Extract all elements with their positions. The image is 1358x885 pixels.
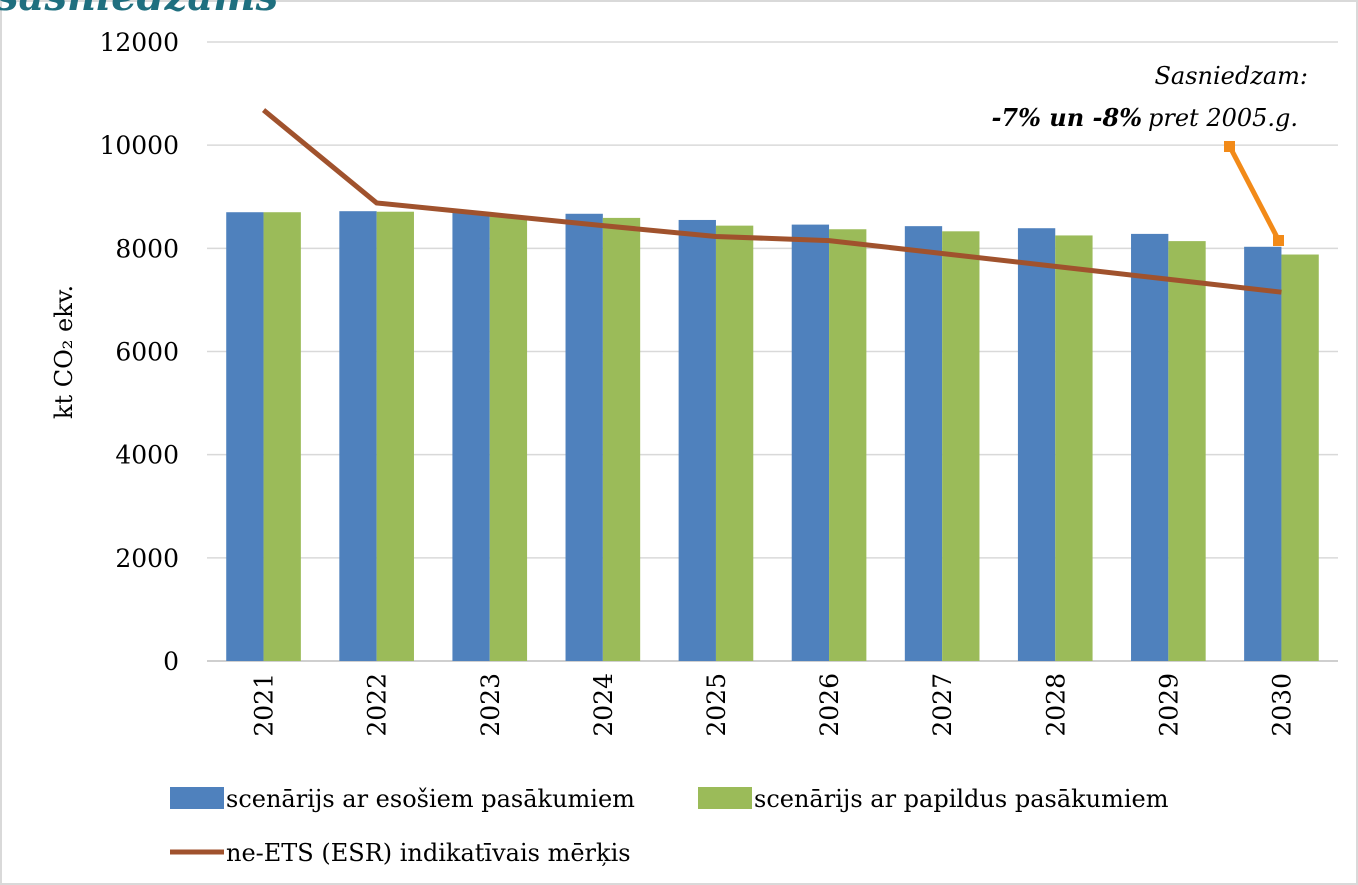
x-tick-label: 2026 bbox=[815, 673, 844, 737]
chart-title: sasniedzams bbox=[0, 0, 278, 20]
bar bbox=[1244, 246, 1282, 661]
annotation-arrow bbox=[1227, 145, 1282, 243]
bar bbox=[1055, 235, 1093, 661]
x-tick-label: 2027 bbox=[928, 673, 957, 737]
legend-label: scenārijs ar papildus pasākumiem bbox=[754, 785, 1169, 813]
bar bbox=[1281, 254, 1319, 662]
bar bbox=[791, 224, 830, 662]
bar bbox=[489, 216, 528, 661]
x-tick-label: 2028 bbox=[1041, 673, 1070, 737]
bar bbox=[715, 225, 754, 662]
x-tick-label: 2023 bbox=[476, 673, 505, 737]
annotation: Sasniedzam: bbox=[1154, 62, 1308, 90]
bar bbox=[942, 231, 980, 661]
legend-swatch bbox=[698, 787, 752, 809]
legend-label: scenārijs ar esošiem pasākumiem bbox=[226, 785, 635, 813]
annotation-arrow-end bbox=[1224, 141, 1235, 152]
y-axis-label: kt CO₂ ekv. bbox=[50, 285, 78, 419]
x-tick-label: 2024 bbox=[589, 673, 618, 737]
y-tick-label: 8000 bbox=[115, 234, 179, 263]
bar bbox=[226, 212, 264, 661]
bar bbox=[263, 212, 301, 661]
bar bbox=[829, 229, 867, 661]
bar bbox=[339, 211, 377, 661]
bar bbox=[602, 217, 641, 661]
bar bbox=[1131, 233, 1169, 661]
annotation: pret 2005.g. bbox=[1148, 104, 1298, 132]
x-tick-label: 2025 bbox=[702, 673, 731, 737]
y-tick-label: 10000 bbox=[99, 131, 179, 160]
x-tick-label: 2022 bbox=[363, 673, 392, 737]
bar bbox=[1168, 241, 1206, 661]
annotation-arrow-end bbox=[1273, 235, 1284, 246]
y-tick-label: 4000 bbox=[115, 441, 179, 470]
annotation: -7% un -8% bbox=[991, 103, 1142, 132]
x-tick-label: 2030 bbox=[1267, 673, 1296, 737]
x-tick-label: 2021 bbox=[250, 673, 279, 737]
y-tick-label: 0 bbox=[163, 647, 179, 676]
x-tick-label: 2029 bbox=[1154, 673, 1183, 737]
line-series bbox=[261, 108, 1282, 295]
y-tick-label: 2000 bbox=[115, 544, 179, 573]
bar bbox=[904, 226, 943, 661]
y-tick-label: 6000 bbox=[115, 338, 179, 367]
legend-label: ne-ETS (ESR) indikatīvais mērķis bbox=[226, 839, 631, 867]
y-tick-label: 12000 bbox=[99, 28, 179, 57]
bar bbox=[1017, 228, 1056, 662]
bar bbox=[452, 212, 490, 661]
bar bbox=[678, 219, 716, 661]
bar bbox=[376, 211, 414, 661]
legend-swatch bbox=[170, 787, 224, 809]
bar bbox=[565, 213, 603, 661]
